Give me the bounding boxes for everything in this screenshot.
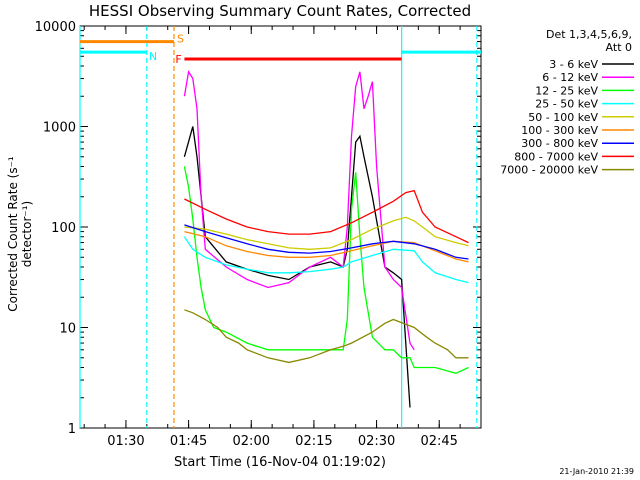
series-line xyxy=(184,216,469,250)
y-axis-label: Corrected Count Rate (s⁻¹ detector⁻¹) xyxy=(6,156,34,312)
x-tick-label: 01:45 xyxy=(170,434,207,449)
legend-entry-label: 300 - 800 keV xyxy=(521,137,598,150)
y-tick-label: 1 xyxy=(68,422,76,437)
series-line xyxy=(184,224,469,260)
legend-entry-label: 800 - 7000 keV xyxy=(514,150,598,163)
series-line xyxy=(183,236,469,284)
legend-header-line-1: Det 1,3,4,5,6,9, xyxy=(545,28,632,41)
x-tick-label: 02:30 xyxy=(358,434,395,449)
legend-entry-label: 6 - 12 keV xyxy=(542,71,598,84)
flag-label: N xyxy=(149,50,157,63)
x-tick-label: 01:30 xyxy=(107,434,144,449)
legend-entry-label: 25 - 50 keV xyxy=(535,98,598,111)
series-line xyxy=(183,70,415,351)
series-line xyxy=(183,166,469,374)
x-tick-label: 02:15 xyxy=(295,434,332,449)
y-tick-label: 10 xyxy=(59,322,76,337)
x-axis-label: Start Time (16-Nov-04 01:19:02) xyxy=(174,455,386,470)
x-tick-label: 02:00 xyxy=(233,434,270,449)
legend-header-line-2: Att 0 xyxy=(605,41,632,54)
legend-entry-label: 7000 - 20000 keV xyxy=(500,164,598,177)
y-tick-label: 10000 xyxy=(35,20,76,35)
legend-entry-label: 100 - 300 keV xyxy=(521,124,598,137)
series-line xyxy=(184,309,469,364)
legend-entry-label: 50 - 100 keV xyxy=(528,111,598,124)
flag-label: F xyxy=(175,53,181,66)
chart-title: HESSI Observing Summary Count Rates, Cor… xyxy=(88,2,472,20)
x-tick-label: 02:45 xyxy=(420,434,457,449)
legend-entry-label: 3 - 6 keV xyxy=(549,58,598,71)
legend-entry-label: 12 - 25 keV xyxy=(535,84,598,97)
y-tick-label: 1000 xyxy=(43,121,76,136)
y-tick-label: 100 xyxy=(51,221,76,236)
flag-label: S xyxy=(177,33,184,46)
timestamp: 21-Jan-2010 21:39 xyxy=(559,467,634,476)
series-line xyxy=(184,189,469,244)
